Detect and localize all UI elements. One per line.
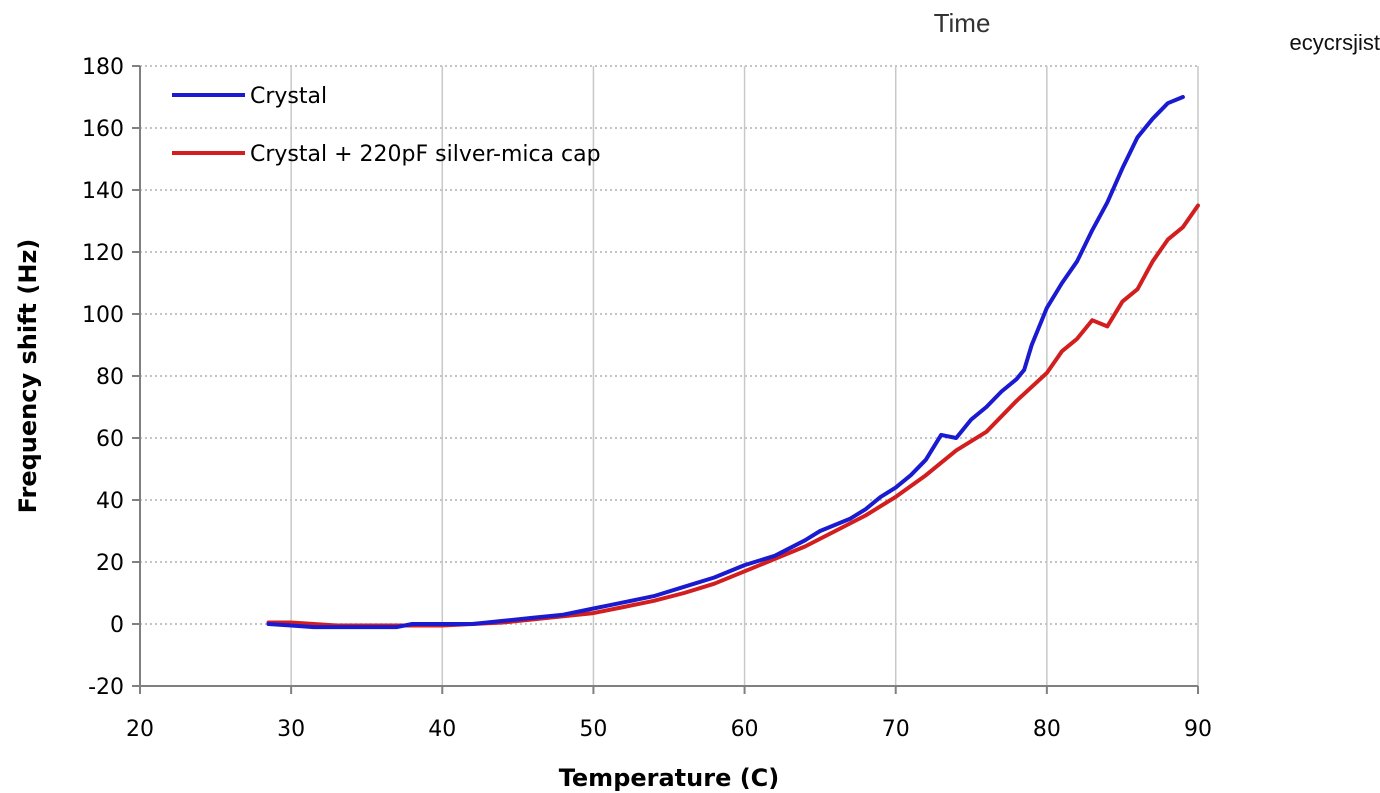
y-tick-label: 40 (96, 489, 124, 514)
legend-label: Crystal (250, 84, 327, 109)
x-tick-label: 30 (277, 717, 305, 742)
x-tick-label: 80 (1033, 717, 1061, 742)
garbled-text-tail: ecycrsjist (1285, 30, 1380, 56)
y-tick-label: 20 (96, 551, 124, 576)
y-tick-label: 180 (82, 55, 124, 80)
series-lines (266, 95, 1200, 630)
y-tick-labels: -20 0 20 40 60 80 100 120 140 160 180 (82, 55, 124, 700)
x-tick-label: 90 (1184, 717, 1212, 742)
y-axis-label: Frequency shift (Hz) (14, 239, 42, 514)
y-tick-label: -20 (88, 675, 124, 700)
x-tick-label: 70 (882, 717, 910, 742)
x-tick-label: 50 (579, 717, 607, 742)
x-tick-label: 20 (126, 717, 154, 742)
y-tick-label: 0 (110, 613, 124, 638)
axes (132, 65, 1199, 694)
legend: Crystal Crystal + 220pF silver-mica cap (172, 84, 601, 167)
y-tick-label: 160 (82, 117, 124, 142)
x-axis-label: Temperature (C) (559, 764, 780, 792)
y-tick-label: 60 (96, 427, 124, 452)
garbled-text-line-top: ecycrsjist (0, 30, 1380, 58)
x-tick-labels: 20 30 40 50 60 70 80 90 (126, 717, 1212, 742)
x-tick-label: 40 (428, 717, 456, 742)
x-tick-label: 60 (731, 717, 759, 742)
y-tick-label: 100 (82, 303, 124, 328)
y-tick-label: 120 (82, 241, 124, 266)
series-line (266, 95, 1185, 630)
legend-label: Crystal + 220pF silver-mica cap (250, 142, 601, 167)
y-tick-label: 140 (82, 179, 124, 204)
y-tick-label: 80 (96, 365, 124, 390)
chart-top-caption: Time (934, 8, 991, 38)
